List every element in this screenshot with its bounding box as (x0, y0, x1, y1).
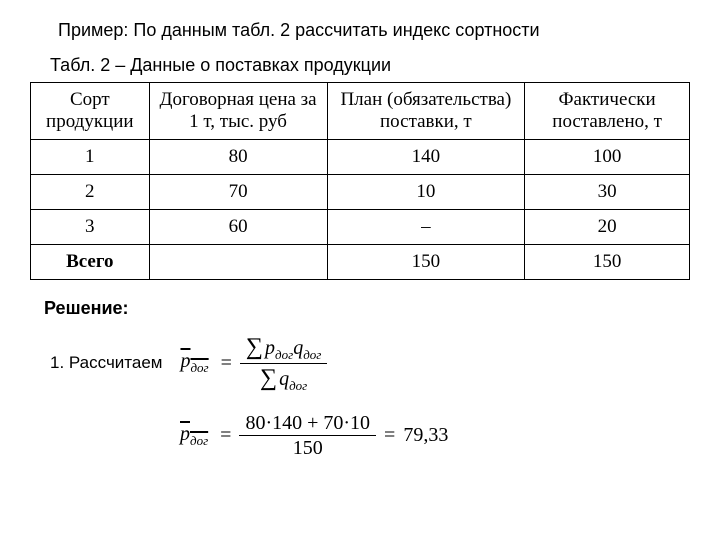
step-1-label: 1. Рассчитаем (50, 353, 162, 373)
step-1: 1. Рассчитаем pдог = ∑pдогqдог ∑qдог (50, 333, 690, 393)
cell: – (327, 210, 525, 245)
cell: 140 (327, 140, 525, 175)
fraction: 80·140 + 70·10 150 (239, 411, 376, 460)
col-header: Сорт продукции (31, 83, 150, 140)
cell: 80 (149, 140, 327, 175)
cell: 100 (525, 140, 690, 175)
cell: 3 (31, 210, 150, 245)
cell: 30 (525, 175, 690, 210)
solution-label: Решение: (44, 298, 690, 319)
var: p (180, 423, 190, 445)
col-header: План (обязательства) поставки, т (327, 83, 525, 140)
page-title: Пример: По данным табл. 2 рассчитать инд… (58, 20, 690, 41)
table-caption: Табл. 2 – Данные о поставках продукции (50, 55, 690, 76)
table-row: 3 60 – 20 (31, 210, 690, 245)
cell: 150 (327, 245, 525, 280)
numerator: 80·140 + 70·10 (239, 411, 376, 436)
subscript: дог (190, 360, 208, 375)
table-header-row: Сорт продукции Договорная цена за 1 т, т… (31, 83, 690, 140)
formula-lhs: pдог (180, 423, 208, 449)
col-header: Договорная цена за 1 т, тыс. руб (149, 83, 327, 140)
formula-2: pдог = 80·140 + 70·10 150 = 79,33 (180, 411, 690, 460)
cell: 70 (149, 175, 327, 210)
cell: 1 (31, 140, 150, 175)
table-row: 2 70 10 30 (31, 175, 690, 210)
equals-sign: = (220, 424, 231, 447)
cell: 150 (525, 245, 690, 280)
denominator: 150 (287, 436, 329, 460)
col-header: Фактически поставлено, т (525, 83, 690, 140)
result-value: 79,33 (403, 424, 448, 447)
var: p (180, 350, 190, 372)
cell: 60 (149, 210, 327, 245)
table-row: 1 80 140 100 (31, 140, 690, 175)
cell (149, 245, 327, 280)
cell: Всего (31, 245, 150, 280)
sigma-icon: ∑ (246, 334, 263, 360)
cell: 10 (327, 175, 525, 210)
fraction: ∑pдогqдог ∑qдог (240, 333, 327, 393)
numerator: ∑pдогqдог (240, 333, 327, 364)
sigma-icon: ∑ (260, 365, 277, 391)
formula-1: pдог = ∑pдогqдог ∑qдог (180, 333, 327, 393)
subscript: дог (190, 433, 208, 448)
formula-lhs: pдог (180, 350, 208, 376)
equals-sign: = (221, 352, 232, 375)
table-total-row: Всего 150 150 (31, 245, 690, 280)
cell: 2 (31, 175, 150, 210)
data-table: Сорт продукции Договорная цена за 1 т, т… (30, 82, 690, 280)
denominator: ∑qдог (254, 364, 313, 394)
cell: 20 (525, 210, 690, 245)
equals-sign: = (384, 424, 395, 447)
